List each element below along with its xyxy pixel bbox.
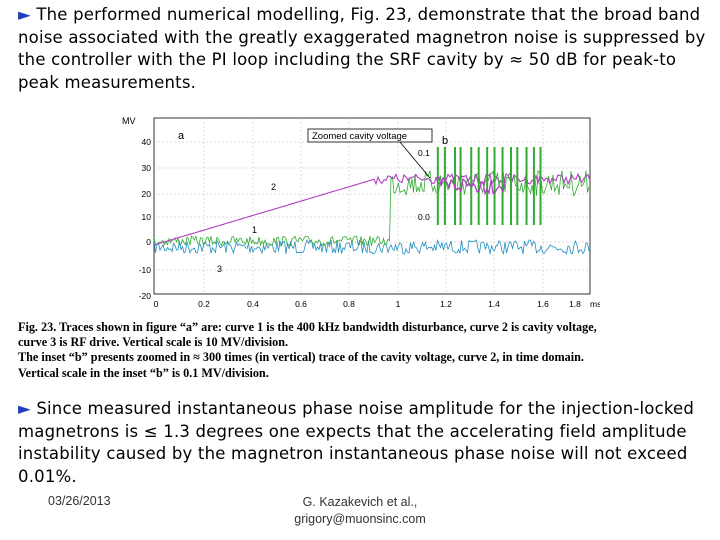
curve-3-rf-drive-trace [153,238,590,255]
footer-author-email: grigory@muonsinc.com [294,512,426,526]
caption-line: Fig. 23. Traces shown in figure “a” are:… [18,320,597,334]
curve-label-1: 1 [252,225,257,235]
inset-title: Zoomed cavity voltage [312,131,407,142]
inset-cavity-voltage-trace [434,176,506,196]
bullet-arrow-icon: ► [18,5,31,24]
bullet-paragraph-phase-noise: ► Since measured instantaneous phase noi… [18,398,708,488]
x-tick-label: 1.2 [440,299,452,309]
inset-tick-label: 0.0 [418,212,430,222]
bullet-paragraph-modelling: ► The performed numerical modelling, Fig… [18,4,708,94]
y-tick-label: 10 [142,212,152,222]
caption-line: The inset “b” presents zoomed in ≈ 300 t… [18,350,584,365]
x-tick-label: 0.8 [343,299,355,309]
y-tick-label: -10 [139,265,152,275]
x-tick-label: 0.4 [247,299,259,309]
bullet-arrow-icon: ► [18,399,31,418]
x-tick-label: 0.6 [295,299,307,309]
panel-b-label: b [442,135,448,147]
x-tick-label: 0 [154,299,159,309]
y-tick-label: 40 [142,137,152,147]
x-tick-label: 1.6 [537,299,549,309]
footer-author: G. Kazakevich et al., grigory@muonsinc.c… [235,494,485,528]
inset-tick-label: 0.1 [418,148,430,158]
y-tick-label: 0 [146,237,151,247]
bullet-text-phase-noise: Since measured instantaneous phase noise… [18,399,695,486]
inset-title-box [307,128,433,143]
x-tick-label: 1 [396,299,401,309]
inset-pointer-line [399,141,431,179]
plot-traces [153,147,591,255]
caption-line: Vertical scale in the inset “b” is 0.1 M… [18,365,269,380]
footer-author-name: G. Kazakevich et al., [302,495,418,509]
y-tick-label: 30 [142,163,152,173]
x-tick-label: 0.2 [198,299,210,309]
simulation-figure: MV 40 30 20 10 0 -10 -20 0 0.2 0.4 0.6 0… [120,113,600,313]
curve-label-2: 2 [271,182,276,192]
x-tick-label: 1.4 [488,299,500,309]
panel-a-label: a [178,130,185,142]
x-unit-label: ms [590,299,600,309]
y-tick-label: 20 [142,189,152,199]
y-tick-label: -20 [139,291,152,301]
bullet-text-modelling: The performed numerical modelling, Fig. … [18,5,706,92]
footer-date: 03/26/2013 [48,494,111,508]
curve-label-3: 3 [217,264,222,274]
caption-line: curve 3 is RF drive. Vertical scale is 1… [18,335,289,350]
x-tick-label: 1.8 [569,299,581,309]
y-unit-label: MV [122,116,136,126]
figure-caption: Fig. 23. Traces shown in figure “a” are:… [18,320,708,381]
